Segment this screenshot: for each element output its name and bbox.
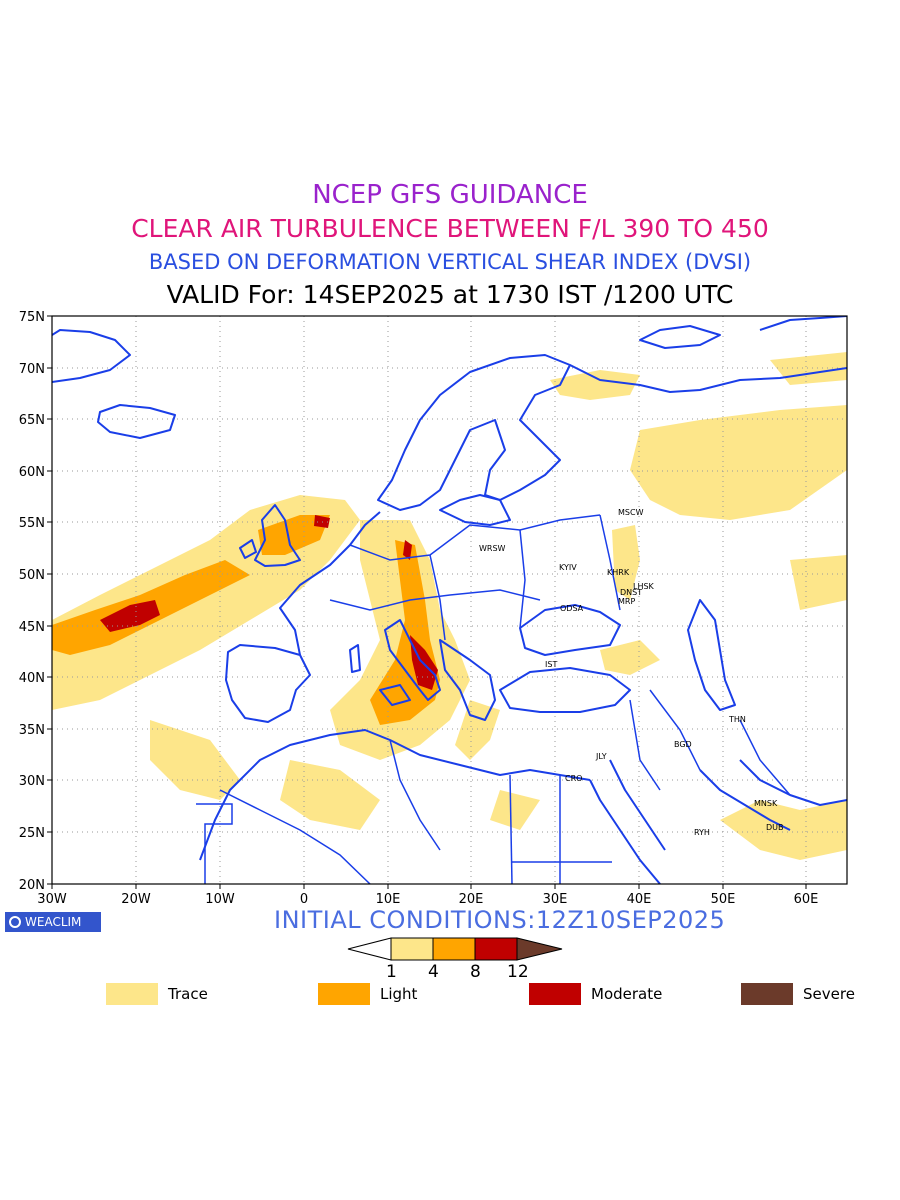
city-label: DUB [766,823,784,832]
city-label: KYIV [559,563,577,572]
title-line-3: BASED ON DEFORMATION VERTICAL SHEAR INDE… [148,250,752,274]
lon-label-0: 0 [300,892,308,907]
lat-label-30n: 30N [19,774,45,789]
colorbar [347,937,563,961]
lat-label-75n: 75N [19,310,45,325]
city-label: THN [728,715,746,724]
title-line-2: CLEAR AIR TURBULENCE BETWEEN F/L 390 TO … [131,214,769,243]
lat-label-25n: 25N [19,826,45,841]
lon-label-30w: 30W [37,892,67,907]
city-label: MRP [618,597,635,606]
lat-label-50n: 50N [19,568,45,583]
city-label: MSCW [618,508,644,517]
city-label: IST [545,660,557,669]
colorbar-severe-end [516,937,563,961]
colorbar-tick-8: 8 [470,962,481,982]
colorbar-tick-1: 1 [386,962,397,982]
city-label: JLY [595,752,607,761]
city-label: MNSK [754,799,778,808]
axis-ticks [47,315,807,889]
city-label: ODSA [560,604,584,613]
title-line-1: NCEP GFS GUIDANCE [312,180,588,210]
moderate-areas [100,515,438,690]
colorbar-tick-4: 4 [428,962,439,982]
weaclim-logo: WEACLIM [5,912,101,932]
coastlines [52,316,847,884]
colorbar-light [432,937,476,961]
city-label: LHSK [633,582,655,591]
lon-label-60e: 60E [794,892,819,907]
valid-time-title: VALID For: 14SEP2025 at 1730 IST /1200 U… [166,280,734,309]
lat-label-45n: 45N [19,620,45,635]
lat-label-65n: 65N [19,413,45,428]
weaclim-circle-icon [9,916,21,928]
lat-label-20n: 20N [19,878,45,893]
lat-label-70n: 70N [19,362,45,377]
city-label: WRSW [479,544,506,553]
lat-label-40n: 40N [19,671,45,686]
colorbar-trace [390,937,434,961]
lat-label-60n: 60N [19,465,45,480]
initial-conditions: INITIAL CONDITIONS:12Z10SEP2025 [274,906,726,934]
colorbar-low-end [347,937,392,961]
legend-item-light: Light [318,983,417,1005]
legend-item-trace: Trace [106,983,208,1005]
lat-label-35n: 35N [19,723,45,738]
legend-swatch-severe [741,983,793,1005]
legend-label-moderate: Moderate [591,985,663,1003]
lon-label-20e: 20E [459,892,484,907]
legend-swatch-light [318,983,370,1005]
colorbar-tick-12: 12 [507,962,529,982]
legend-swatch-trace [106,983,158,1005]
city-label: KHRK [607,568,630,577]
lon-label-10w: 10W [205,892,235,907]
brand-label: WEACLIM [25,915,82,929]
city-label: CRO [565,774,582,783]
country-borders [196,514,791,884]
lon-label-10e: 10E [376,892,401,907]
lat-label-55n: 55N [19,516,45,531]
lon-label-30e: 30E [543,892,568,907]
legend-label-severe: Severe [803,985,855,1003]
city-label: BGD [674,740,692,749]
lon-label-40e: 40E [627,892,652,907]
colorbar-moderate [474,937,518,961]
city-label: RYH [694,828,710,837]
lon-label-50e: 50E [711,892,736,907]
legend-label-trace: Trace [168,985,208,1003]
map-frame [51,315,848,885]
legend-item-severe: Severe [741,983,855,1005]
city-label: DNST [620,588,642,597]
legend-swatch-moderate [529,983,581,1005]
lon-label-20w: 20W [121,892,151,907]
legend-item-moderate: Moderate [529,983,662,1005]
legend-label-light: Light [380,985,418,1003]
